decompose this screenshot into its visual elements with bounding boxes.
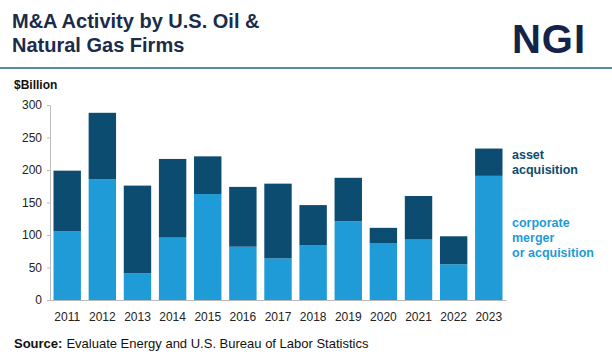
x-tick: 2015 (194, 300, 221, 324)
bar (124, 186, 151, 274)
bar (370, 228, 397, 244)
bar (440, 264, 467, 300)
x-tick: 2021 (405, 300, 432, 324)
y-tick-mark (47, 268, 50, 269)
y-tick: 50 (29, 261, 50, 275)
bar (405, 196, 432, 240)
y-tick: 0 (35, 293, 50, 307)
title: M&A Activity by U.S. Oil &Natural Gas Fi… (12, 10, 259, 56)
source: Source: Evaluate Energy and U.S. Bureau o… (14, 336, 369, 351)
x-tick-label: 2013 (124, 310, 151, 324)
chart: M&A Activity by U.S. Oil &Natural Gas Fi… (0, 0, 612, 359)
bar (159, 159, 186, 238)
x-tick-label: 2019 (335, 310, 362, 324)
y-tick-label: 250 (22, 131, 42, 145)
y-tick: 150 (22, 196, 50, 210)
x-tick: 2017 (265, 300, 292, 324)
x-tick: 2013 (124, 300, 151, 324)
legend-line: corporate (512, 216, 570, 230)
x-tick-label: 2020 (370, 310, 397, 324)
y-tick-label: 100 (22, 228, 42, 242)
y-tick-mark (47, 170, 50, 171)
x-tick: 2022 (440, 300, 467, 324)
y-tick-label: 200 (22, 163, 42, 177)
source-label: Source: (14, 336, 62, 351)
x-tick-label: 2017 (265, 310, 292, 324)
x-tick: 2016 (230, 300, 257, 324)
x-tick-label: 2011 (54, 310, 80, 324)
bar (229, 247, 256, 300)
x-axis-line (51, 300, 507, 301)
title-line: Natural Gas Firms (12, 34, 184, 56)
bar (54, 231, 81, 300)
legend-label: corporatemergeror acquisition (512, 216, 594, 260)
bar (89, 179, 116, 300)
bar (405, 240, 432, 300)
x-tick: 2020 (370, 300, 397, 324)
bar (264, 258, 291, 300)
bar (194, 194, 221, 300)
bar (475, 176, 502, 300)
bar (299, 245, 326, 300)
legend-label: assetacquisition (512, 148, 578, 177)
x-tick: 2019 (335, 300, 362, 324)
x-tick-label: 2015 (194, 310, 221, 324)
y-tick-label: 50 (29, 261, 43, 275)
legend-line: merger (512, 231, 555, 245)
x-tick: 2011 (54, 300, 80, 324)
x-tick: 2023 (475, 300, 502, 324)
bar (229, 187, 256, 247)
x-tick: 2018 (300, 300, 327, 324)
x-axis: 2011 2012 2013 2014 2015 2016 2017 2018 2019 2020… (51, 300, 507, 324)
bar (264, 184, 291, 259)
x-tick-label: 2023 (475, 310, 502, 324)
x-tick-label: 2012 (89, 310, 116, 324)
x-tick-label: 2022 (440, 310, 467, 324)
y-tick: 300 (22, 98, 50, 112)
bar (159, 238, 186, 300)
x-tick-label: 2016 (230, 310, 257, 324)
bar (475, 149, 502, 176)
x-tick: 2012 (89, 300, 116, 324)
bar (335, 178, 362, 222)
legend-line: or acquisition (512, 246, 594, 260)
bar (440, 236, 467, 264)
bar (299, 205, 326, 245)
y-axis-line (47, 106, 51, 301)
x-tick-label: 2018 (300, 310, 327, 324)
y-tick: 100 (22, 228, 50, 242)
y-tick-mark (47, 105, 50, 106)
legend-line: acquisition (512, 163, 578, 177)
y-tick: 250 (22, 131, 50, 145)
bar (370, 243, 397, 300)
logo: NGI (512, 17, 586, 61)
bars (54, 113, 503, 300)
bar (124, 273, 151, 300)
y-tick: 200 (22, 163, 50, 177)
unit-label: $Billion (14, 78, 57, 92)
legend-line: asset (512, 148, 545, 162)
bar (54, 171, 81, 231)
y-axis: 0 50 100 150 200 250 300 (22, 98, 51, 307)
x-tick: 2014 (159, 300, 186, 324)
y-tick-label: 150 (22, 196, 42, 210)
bar (335, 221, 362, 300)
bar (194, 156, 221, 194)
y-tick-mark (47, 235, 50, 236)
source-text: Evaluate Energy and U.S. Bureau of Labor… (66, 336, 369, 351)
x-tick-label: 2014 (159, 310, 186, 324)
y-tick-mark (47, 300, 50, 301)
title-line: M&A Activity by U.S. Oil & (12, 10, 259, 32)
y-tick-label: 300 (22, 98, 42, 112)
y-tick-mark (47, 203, 50, 204)
y-tick-label: 0 (35, 293, 42, 307)
bar (89, 113, 116, 179)
header-rule (0, 67, 612, 69)
y-tick-mark (47, 138, 50, 139)
x-tick-label: 2021 (405, 310, 432, 324)
